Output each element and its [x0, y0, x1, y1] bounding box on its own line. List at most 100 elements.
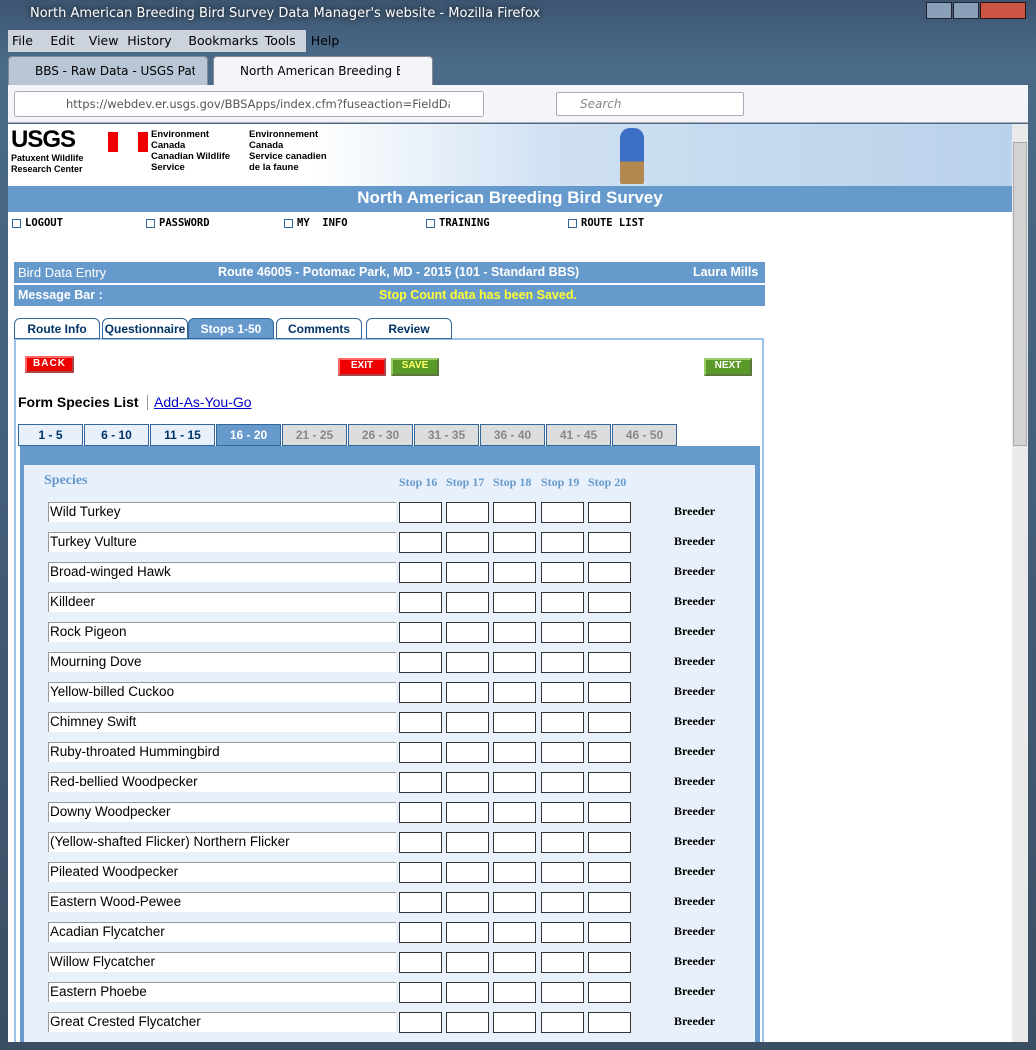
menu-item[interactable]: Bookmarks	[188, 33, 259, 48]
nav-link[interactable]: PASSWORD	[159, 217, 210, 229]
search-field[interactable]	[556, 92, 744, 116]
next-button[interactable]: NEXT	[704, 358, 752, 376]
stop-count-input[interactable]	[493, 952, 536, 973]
stop-count-input[interactable]	[446, 832, 489, 853]
stop-count-input[interactable]	[588, 742, 631, 763]
stop-count-input[interactable]	[541, 562, 584, 583]
stop-count-input[interactable]	[446, 772, 489, 793]
stop-count-input[interactable]	[588, 652, 631, 673]
menu-item[interactable]: Help	[310, 33, 340, 48]
minimize[interactable]	[926, 2, 952, 19]
stop-count-input[interactable]	[446, 862, 489, 883]
stop-count-input[interactable]	[446, 742, 489, 763]
stop-count-input[interactable]	[493, 742, 536, 763]
species-field[interactable]: Great Crested Flycatcher	[48, 1012, 396, 1032]
stop-count-input[interactable]	[446, 682, 489, 703]
stop-count-input[interactable]	[399, 562, 442, 583]
stop-count-input[interactable]	[541, 892, 584, 913]
stop-count-input[interactable]	[588, 502, 631, 523]
stop-count-input[interactable]	[399, 622, 442, 643]
stop-count-input[interactable]	[399, 892, 442, 913]
nav-link[interactable]: ROUTE LIST	[581, 217, 645, 229]
menu-item[interactable]: Edit	[50, 33, 75, 48]
stop-count-input[interactable]	[493, 862, 536, 883]
stop-count-input[interactable]	[446, 712, 489, 733]
stop-tab[interactable]: 36 - 40	[480, 424, 545, 446]
add-as-you-go-link[interactable]: Add-As-You-Go	[154, 394, 252, 410]
stop-count-input[interactable]	[493, 712, 536, 733]
stop-tab[interactable]: 46 - 50	[612, 424, 677, 446]
stop-count-input[interactable]	[588, 1012, 631, 1033]
stop-count-input[interactable]	[493, 502, 536, 523]
stop-tab[interactable]: 1 - 5	[18, 424, 83, 446]
stop-count-input[interactable]	[541, 502, 584, 523]
stop-count-input[interactable]	[588, 802, 631, 823]
page-tab[interactable]: Route Info	[14, 318, 100, 339]
stop-count-input[interactable]	[399, 742, 442, 763]
stop-count-input[interactable]	[446, 982, 489, 1003]
stop-count-input[interactable]	[588, 592, 631, 613]
stop-count-input[interactable]	[446, 622, 489, 643]
nav-link[interactable]: MY INFO	[297, 217, 348, 229]
species-field[interactable]: Ruby-throated Hummingbird	[48, 742, 396, 762]
stop-count-input[interactable]	[399, 502, 442, 523]
browser-tab[interactable]: BBS - Raw Data - USGS Pat...	[8, 56, 208, 86]
stop-count-input[interactable]	[541, 682, 584, 703]
stop-count-input[interactable]	[541, 952, 584, 973]
page-tab[interactable]: Stops 1-50	[188, 318, 274, 339]
species-field[interactable]: Wild Turkey	[48, 502, 396, 522]
close[interactable]	[980, 2, 1026, 19]
species-field[interactable]: Rock Pigeon	[48, 622, 396, 642]
stop-count-input[interactable]	[446, 952, 489, 973]
species-field[interactable]: Killdeer	[48, 592, 396, 612]
species-field[interactable]: Eastern Phoebe	[48, 982, 396, 1002]
nav-link[interactable]: LOGOUT	[25, 217, 63, 229]
stop-count-input[interactable]	[399, 652, 442, 673]
species-field[interactable]: Red-bellied Woodpecker	[48, 772, 396, 792]
stop-count-input[interactable]	[399, 802, 442, 823]
stop-count-input[interactable]	[541, 592, 584, 613]
stop-count-input[interactable]	[493, 922, 536, 943]
browser-tab[interactable]: North American Breeding Bird ...	[213, 56, 433, 86]
stop-count-input[interactable]	[399, 982, 442, 1003]
stop-tab[interactable]: 21 - 25	[282, 424, 347, 446]
stop-count-input[interactable]	[399, 862, 442, 883]
stop-count-input[interactable]	[588, 682, 631, 703]
stop-count-input[interactable]	[588, 532, 631, 553]
stop-count-input[interactable]	[446, 562, 489, 583]
stop-count-input[interactable]	[493, 1012, 536, 1033]
url-field[interactable]	[14, 91, 484, 117]
menu-item[interactable]: History	[127, 33, 172, 48]
stop-count-input[interactable]	[399, 712, 442, 733]
stop-tab[interactable]: 41 - 45	[546, 424, 611, 446]
stop-count-input[interactable]	[541, 772, 584, 793]
stop-count-input[interactable]	[541, 652, 584, 673]
stop-count-input[interactable]	[399, 532, 442, 553]
species-field[interactable]: Broad-winged Hawk	[48, 562, 396, 582]
species-field[interactable]: Pileated Woodpecker	[48, 862, 396, 882]
menu-item[interactable]: File	[12, 33, 33, 48]
stop-count-input[interactable]	[399, 922, 442, 943]
stop-count-input[interactable]	[541, 622, 584, 643]
page-tab[interactable]: Comments	[276, 318, 362, 339]
exit-button[interactable]: EXIT	[338, 358, 386, 376]
stop-count-input[interactable]	[541, 862, 584, 883]
species-field[interactable]: Acadian Flycatcher	[48, 922, 396, 942]
stop-count-input[interactable]	[541, 1012, 584, 1033]
species-field[interactable]: Eastern Wood-Pewee	[48, 892, 396, 912]
stop-count-input[interactable]	[493, 832, 536, 853]
stop-count-input[interactable]	[493, 622, 536, 643]
stop-count-input[interactable]	[493, 592, 536, 613]
species-field[interactable]: Mourning Dove	[48, 652, 396, 672]
stop-tab[interactable]: 11 - 15	[150, 424, 215, 446]
page-tab[interactable]: Questionnaire	[102, 318, 188, 339]
species-field[interactable]: Willow Flycatcher	[48, 952, 396, 972]
stop-count-input[interactable]	[588, 772, 631, 793]
species-field[interactable]: Yellow-billed Cuckoo	[48, 682, 396, 702]
stop-count-input[interactable]	[588, 952, 631, 973]
stop-count-input[interactable]	[588, 922, 631, 943]
stop-count-input[interactable]	[493, 802, 536, 823]
stop-count-input[interactable]	[588, 862, 631, 883]
stop-tab[interactable]: 16 - 20	[216, 424, 281, 446]
stop-count-input[interactable]	[541, 832, 584, 853]
